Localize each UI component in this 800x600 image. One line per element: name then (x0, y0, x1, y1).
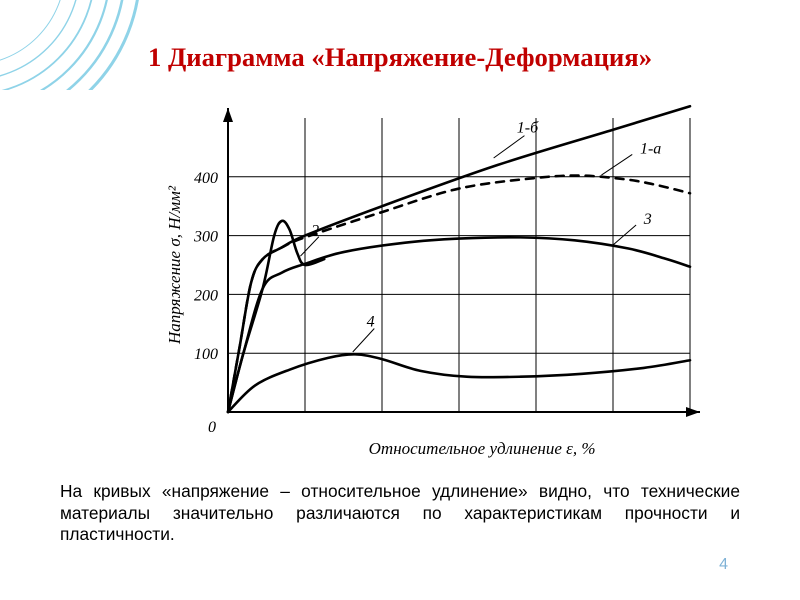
svg-text:3: 3 (643, 211, 652, 228)
page-title: 1 Диаграмма «Напряжение-Деформация» (0, 42, 800, 73)
page-number: 4 (719, 556, 728, 574)
svg-text:1-б: 1-б (517, 120, 539, 137)
svg-text:400: 400 (194, 170, 218, 187)
svg-text:1-а: 1-а (640, 140, 661, 157)
svg-text:Относительное удлинение ε, %: Относительное удлинение ε, % (369, 439, 596, 458)
svg-text:Напряжение σ, Н/мм²: Напряжение σ, Н/мм² (165, 185, 184, 345)
svg-text:100: 100 (194, 346, 218, 363)
svg-text:300: 300 (193, 229, 218, 246)
chart-caption: На кривых «напряжение – относительное уд… (60, 481, 740, 546)
svg-text:4: 4 (367, 314, 375, 331)
svg-text:200: 200 (194, 287, 218, 304)
stress-strain-chart: 100 200 300 400 0 Относительное удлинение ε, … (160, 98, 720, 468)
svg-text:0: 0 (208, 419, 216, 436)
